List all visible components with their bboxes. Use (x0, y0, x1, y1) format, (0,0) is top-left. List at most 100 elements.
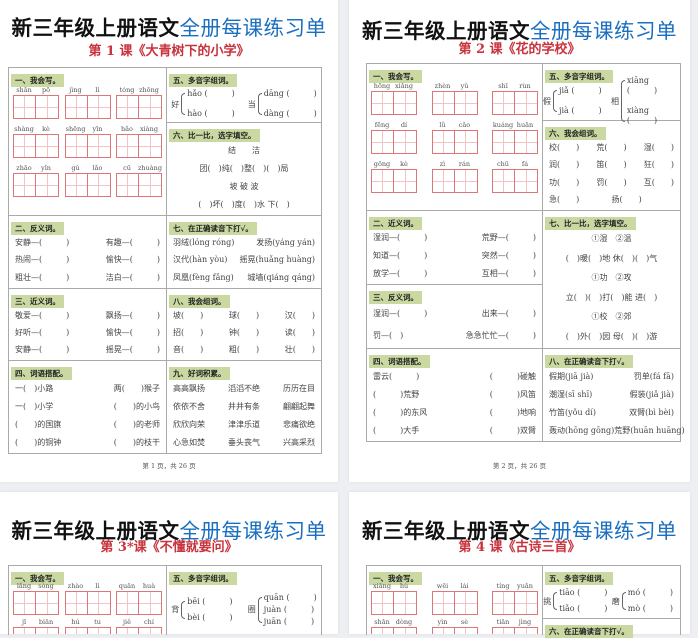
reading-blank[interactable]: dàng ( ) (263, 109, 317, 118)
exercise-item[interactable]: 羽绒(lóng róng) (173, 238, 235, 248)
tianzige-box[interactable] (65, 628, 88, 634)
writing-boxes[interactable] (64, 627, 111, 634)
tianzige-box[interactable] (36, 96, 58, 118)
tianzige-box[interactable] (432, 92, 455, 114)
reading-blank[interactable]: hǎo ( ) (187, 89, 235, 98)
tianzige-box[interactable] (394, 592, 416, 614)
exercise-item[interactable]: 竹笛(yǒu dí) (549, 407, 596, 417)
reading-blank[interactable]: tiǎo ( ) (559, 604, 608, 613)
tianzige-box[interactable] (87, 592, 110, 614)
exercise-item[interactable]: 飘扬—( ) (105, 311, 160, 320)
exercise-item[interactable]: 湿润—( ) (373, 309, 428, 319)
exercise-item[interactable]: 假期(jiā jià) (549, 371, 594, 381)
tianzige-box[interactable] (117, 628, 139, 634)
exercise-item[interactable]: 互相—( ) (481, 268, 536, 278)
writing-boxes[interactable] (431, 130, 478, 154)
tianzige-box[interactable] (117, 135, 139, 157)
tianzige-box[interactable] (139, 174, 161, 196)
exercise-item[interactable]: 一( )小学 (15, 401, 54, 411)
exercise-item[interactable]: 潮湿(sī shī) (549, 389, 593, 399)
reading-blank[interactable]: xiāng ( ) (626, 76, 658, 95)
tianzige-box[interactable] (454, 170, 477, 192)
writing-boxes[interactable] (431, 169, 478, 193)
exercise-item[interactable]: 罚( ) (596, 177, 627, 187)
exercise-item[interactable]: 滔滔不绝 (228, 383, 260, 393)
tianzige-box[interactable] (87, 174, 110, 196)
exercise-item[interactable]: 汉代(hàn yòu) (173, 255, 228, 265)
exercise-item[interactable]: 粗( ) (228, 345, 260, 354)
writing-boxes[interactable] (371, 169, 417, 193)
exercise-item[interactable]: ( )的老师 (113, 419, 160, 429)
reading-blank[interactable]: dāng ( ) (263, 89, 317, 98)
tianzige-box[interactable] (14, 628, 36, 634)
tianzige-box[interactable] (493, 628, 515, 634)
exercise-item[interactable]: 敬爱—( ) (15, 311, 70, 320)
exercise-item[interactable]: 狂( ) (643, 160, 674, 170)
tianzige-box[interactable] (36, 592, 58, 614)
exercise-item[interactable]: 发扬(yáng yán) (256, 238, 315, 248)
exercise-item[interactable]: 假装(jiǎ jià) (629, 389, 674, 399)
exercise-item[interactable]: ①校 ②郊 (591, 312, 632, 322)
exercise-item[interactable]: 凤凰(fèng fǎng) (173, 272, 234, 282)
tianzige-box[interactable] (139, 628, 161, 634)
tianzige-box[interactable] (493, 592, 515, 614)
reading-blank[interactable]: bèi ( ) (187, 612, 233, 622)
writing-boxes[interactable] (116, 95, 162, 119)
reading-blank[interactable]: bēi ( ) (187, 596, 233, 606)
tianzige-box[interactable] (36, 135, 58, 157)
exercise-item[interactable]: 罚—( ) (373, 330, 404, 340)
exercise-item[interactable]: 校( ) (549, 143, 580, 153)
reading-blank[interactable]: juàn ( ) (263, 604, 315, 614)
reading-blank[interactable]: jiǎ ( ) (559, 86, 602, 95)
exercise-item[interactable]: 坡( ) (173, 311, 204, 320)
exercise-item[interactable]: 轰动(hōng gōng) (549, 425, 615, 435)
exercise-item[interactable]: 急急忙忙—( ) (465, 330, 536, 340)
exercise-item[interactable]: 招( ) (173, 328, 204, 337)
exercise-item[interactable]: ( )坏( )度( )水 下( ) (198, 199, 290, 209)
exercise-item[interactable]: 愉快—( ) (105, 255, 160, 265)
exercise-item[interactable]: ( )的铜钟 (15, 437, 62, 447)
exercise-item[interactable]: 双臂(bì bèi) (629, 407, 674, 417)
tianzige-box[interactable] (432, 628, 455, 634)
tianzige-box[interactable] (372, 131, 394, 153)
reading-blank[interactable]: juān ( ) (263, 616, 315, 626)
exercise-item[interactable]: ( )地响 (489, 407, 536, 417)
exercise-item[interactable]: 洁白—( ) (105, 272, 160, 282)
tianzige-box[interactable] (372, 592, 394, 614)
exercise-item[interactable]: 热闹—( ) (15, 255, 70, 265)
exercise-item[interactable]: 历历在目 (283, 383, 315, 393)
tianzige-box[interactable] (432, 131, 455, 153)
tianzige-box[interactable] (372, 628, 394, 634)
tianzige-box[interactable] (139, 592, 161, 614)
tianzige-box[interactable] (454, 131, 477, 153)
tianzige-box[interactable] (515, 592, 537, 614)
exercise-item[interactable]: 球( ) (228, 311, 260, 320)
exercise-item[interactable]: 荒野(huān huāng) (614, 425, 685, 435)
exercise-item[interactable]: 润( ) (549, 160, 580, 170)
exercise-item[interactable]: 悲痛欲绝 (283, 419, 315, 429)
exercise-item[interactable]: 高高飘扬 (173, 383, 205, 393)
exercise-item[interactable]: 钟( ) (228, 328, 260, 337)
exercise-item[interactable]: ( )外( )园 母( )( )游 (565, 331, 658, 341)
tianzige-box[interactable] (394, 92, 416, 114)
tianzige-box[interactable] (65, 174, 88, 196)
exercise-item[interactable]: 一( )小路 (15, 383, 54, 393)
tianzige-box[interactable] (372, 92, 394, 114)
writing-boxes[interactable] (64, 95, 111, 119)
exercise-item[interactable]: 安静—( ) (15, 345, 70, 354)
writing-boxes[interactable] (492, 91, 538, 115)
exercise-item[interactable]: 荒( ) (596, 143, 627, 153)
exercise-item[interactable]: 荒野—( ) (481, 233, 536, 243)
reading-blank[interactable]: mò ( ) (627, 604, 673, 613)
exercise-item[interactable]: 雷云( ) (373, 371, 420, 381)
exercise-item[interactable]: 放学—( ) (373, 268, 428, 278)
exercise-item[interactable]: ( )风笛 (489, 389, 536, 399)
writing-boxes[interactable] (116, 627, 162, 634)
tianzige-box[interactable] (139, 96, 161, 118)
exercise-item[interactable]: 兴高采烈 (283, 437, 315, 447)
tianzige-box[interactable] (14, 592, 36, 614)
exercise-item[interactable]: 欣欣向荣 (173, 419, 205, 429)
tianzige-box[interactable] (493, 92, 515, 114)
writing-boxes[interactable] (492, 591, 538, 615)
writing-boxes[interactable] (13, 134, 59, 158)
